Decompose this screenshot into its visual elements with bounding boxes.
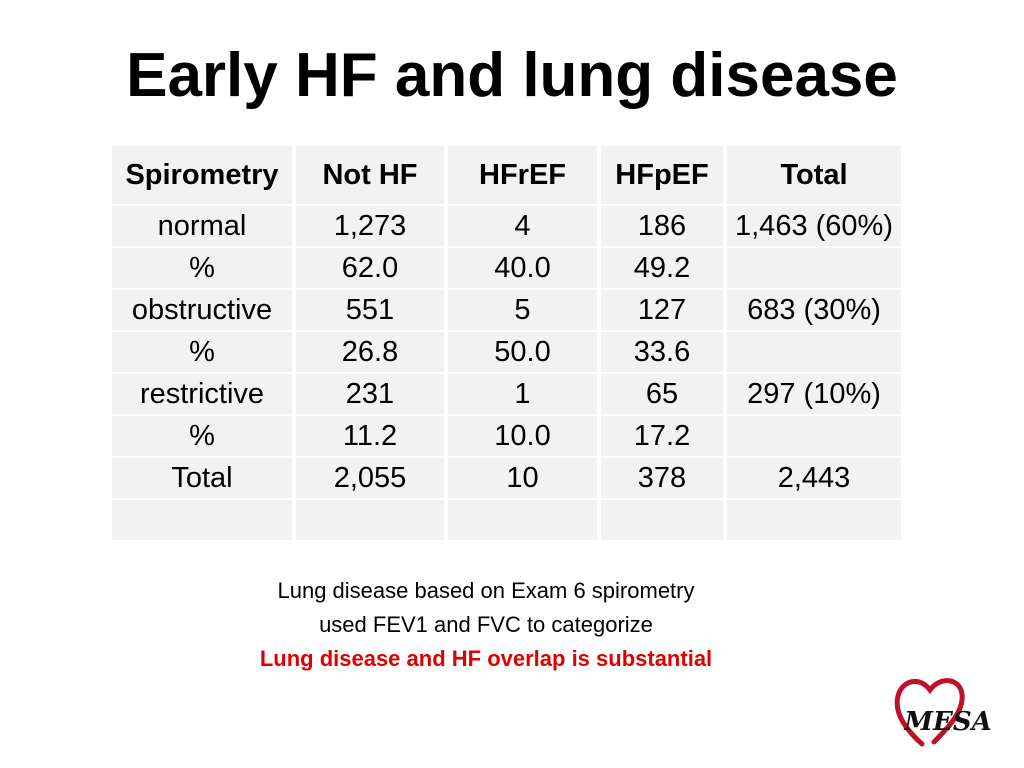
table-cell: 551 (296, 290, 444, 330)
table-row: % 11.2 10.0 17.2 (112, 416, 901, 456)
table-cell: 231 (296, 374, 444, 414)
mesa-logo: MESA (894, 678, 992, 747)
header-cell: Not HF (296, 146, 444, 204)
table-cell: normal (112, 206, 292, 246)
table-cell (727, 332, 901, 372)
table-cell: 186 (601, 206, 723, 246)
table-cell: 10 (448, 458, 597, 498)
logo-text: MESA (903, 707, 992, 737)
table-row: % 62.0 40.0 49.2 (112, 248, 901, 288)
table-cell: 2,055 (296, 458, 444, 498)
slide-title: Early HF and lung disease (126, 41, 898, 110)
table-cell: 26.8 (296, 332, 444, 372)
table-row: normal 1,273 4 186 1,463 (60%) (112, 206, 901, 246)
table-cell (727, 248, 901, 288)
header-cell: HFpEF (601, 146, 723, 204)
table-cell: 17.2 (601, 416, 723, 456)
table-cell: 297 (10%) (727, 374, 901, 414)
table-row: restrictive 231 1 65 297 (10%) (112, 374, 901, 414)
table-cell (112, 500, 292, 540)
caption-line: used FEV1 and FVC to categorize (319, 612, 653, 637)
table-cell: 62.0 (296, 248, 444, 288)
table-cell (601, 500, 723, 540)
table-cell: 40.0 (448, 248, 597, 288)
table-cell: 1 (448, 374, 597, 414)
table-cell (727, 416, 901, 456)
table-cell: 683 (30%) (727, 290, 901, 330)
table-row: obstructive 551 5 127 683 (30%) (112, 290, 901, 330)
table-cell: 49.2 (601, 248, 723, 288)
table-cell: 2,443 (727, 458, 901, 498)
table-cell: 33.6 (601, 332, 723, 372)
table-cell: 10.0 (448, 416, 597, 456)
table-cell: obstructive (112, 290, 292, 330)
table-cell: 127 (601, 290, 723, 330)
table-header-row: Spirometry Not HF HFrEF HFpEF Total (112, 146, 901, 204)
table-row: Total 2,055 10 378 2,443 (112, 458, 901, 498)
table-cell: % (112, 248, 292, 288)
spirometry-table: Spirometry Not HF HFrEF HFpEF Total norm… (108, 144, 905, 542)
table-cell: 378 (601, 458, 723, 498)
table-cell (448, 500, 597, 540)
caption: Lung disease based on Exam 6 spirometry … (0, 574, 972, 676)
table-cell: Total (112, 458, 292, 498)
table-cell (296, 500, 444, 540)
heart-icon (894, 678, 965, 747)
table-cell (727, 500, 901, 540)
table-cell: 5 (448, 290, 597, 330)
table-cell: % (112, 416, 292, 456)
table-cell: 50.0 (448, 332, 597, 372)
header-cell: HFrEF (448, 146, 597, 204)
caption-line: Lung disease based on Exam 6 spirometry (277, 578, 695, 603)
table-cell: 65 (601, 374, 723, 414)
table-cell: 11.2 (296, 416, 444, 456)
table-cell: 1,463 (60%) (727, 206, 901, 246)
table-cell: 1,273 (296, 206, 444, 246)
table-cell: restrictive (112, 374, 292, 414)
table-row: % 26.8 50.0 33.6 (112, 332, 901, 372)
header-cell: Spirometry (112, 146, 292, 204)
header-cell: Total (727, 146, 901, 204)
table-cell: 4 (448, 206, 597, 246)
caption-highlight: Lung disease and HF overlap is substanti… (259, 646, 713, 671)
table-row-empty (112, 500, 901, 540)
table-cell: % (112, 332, 292, 372)
